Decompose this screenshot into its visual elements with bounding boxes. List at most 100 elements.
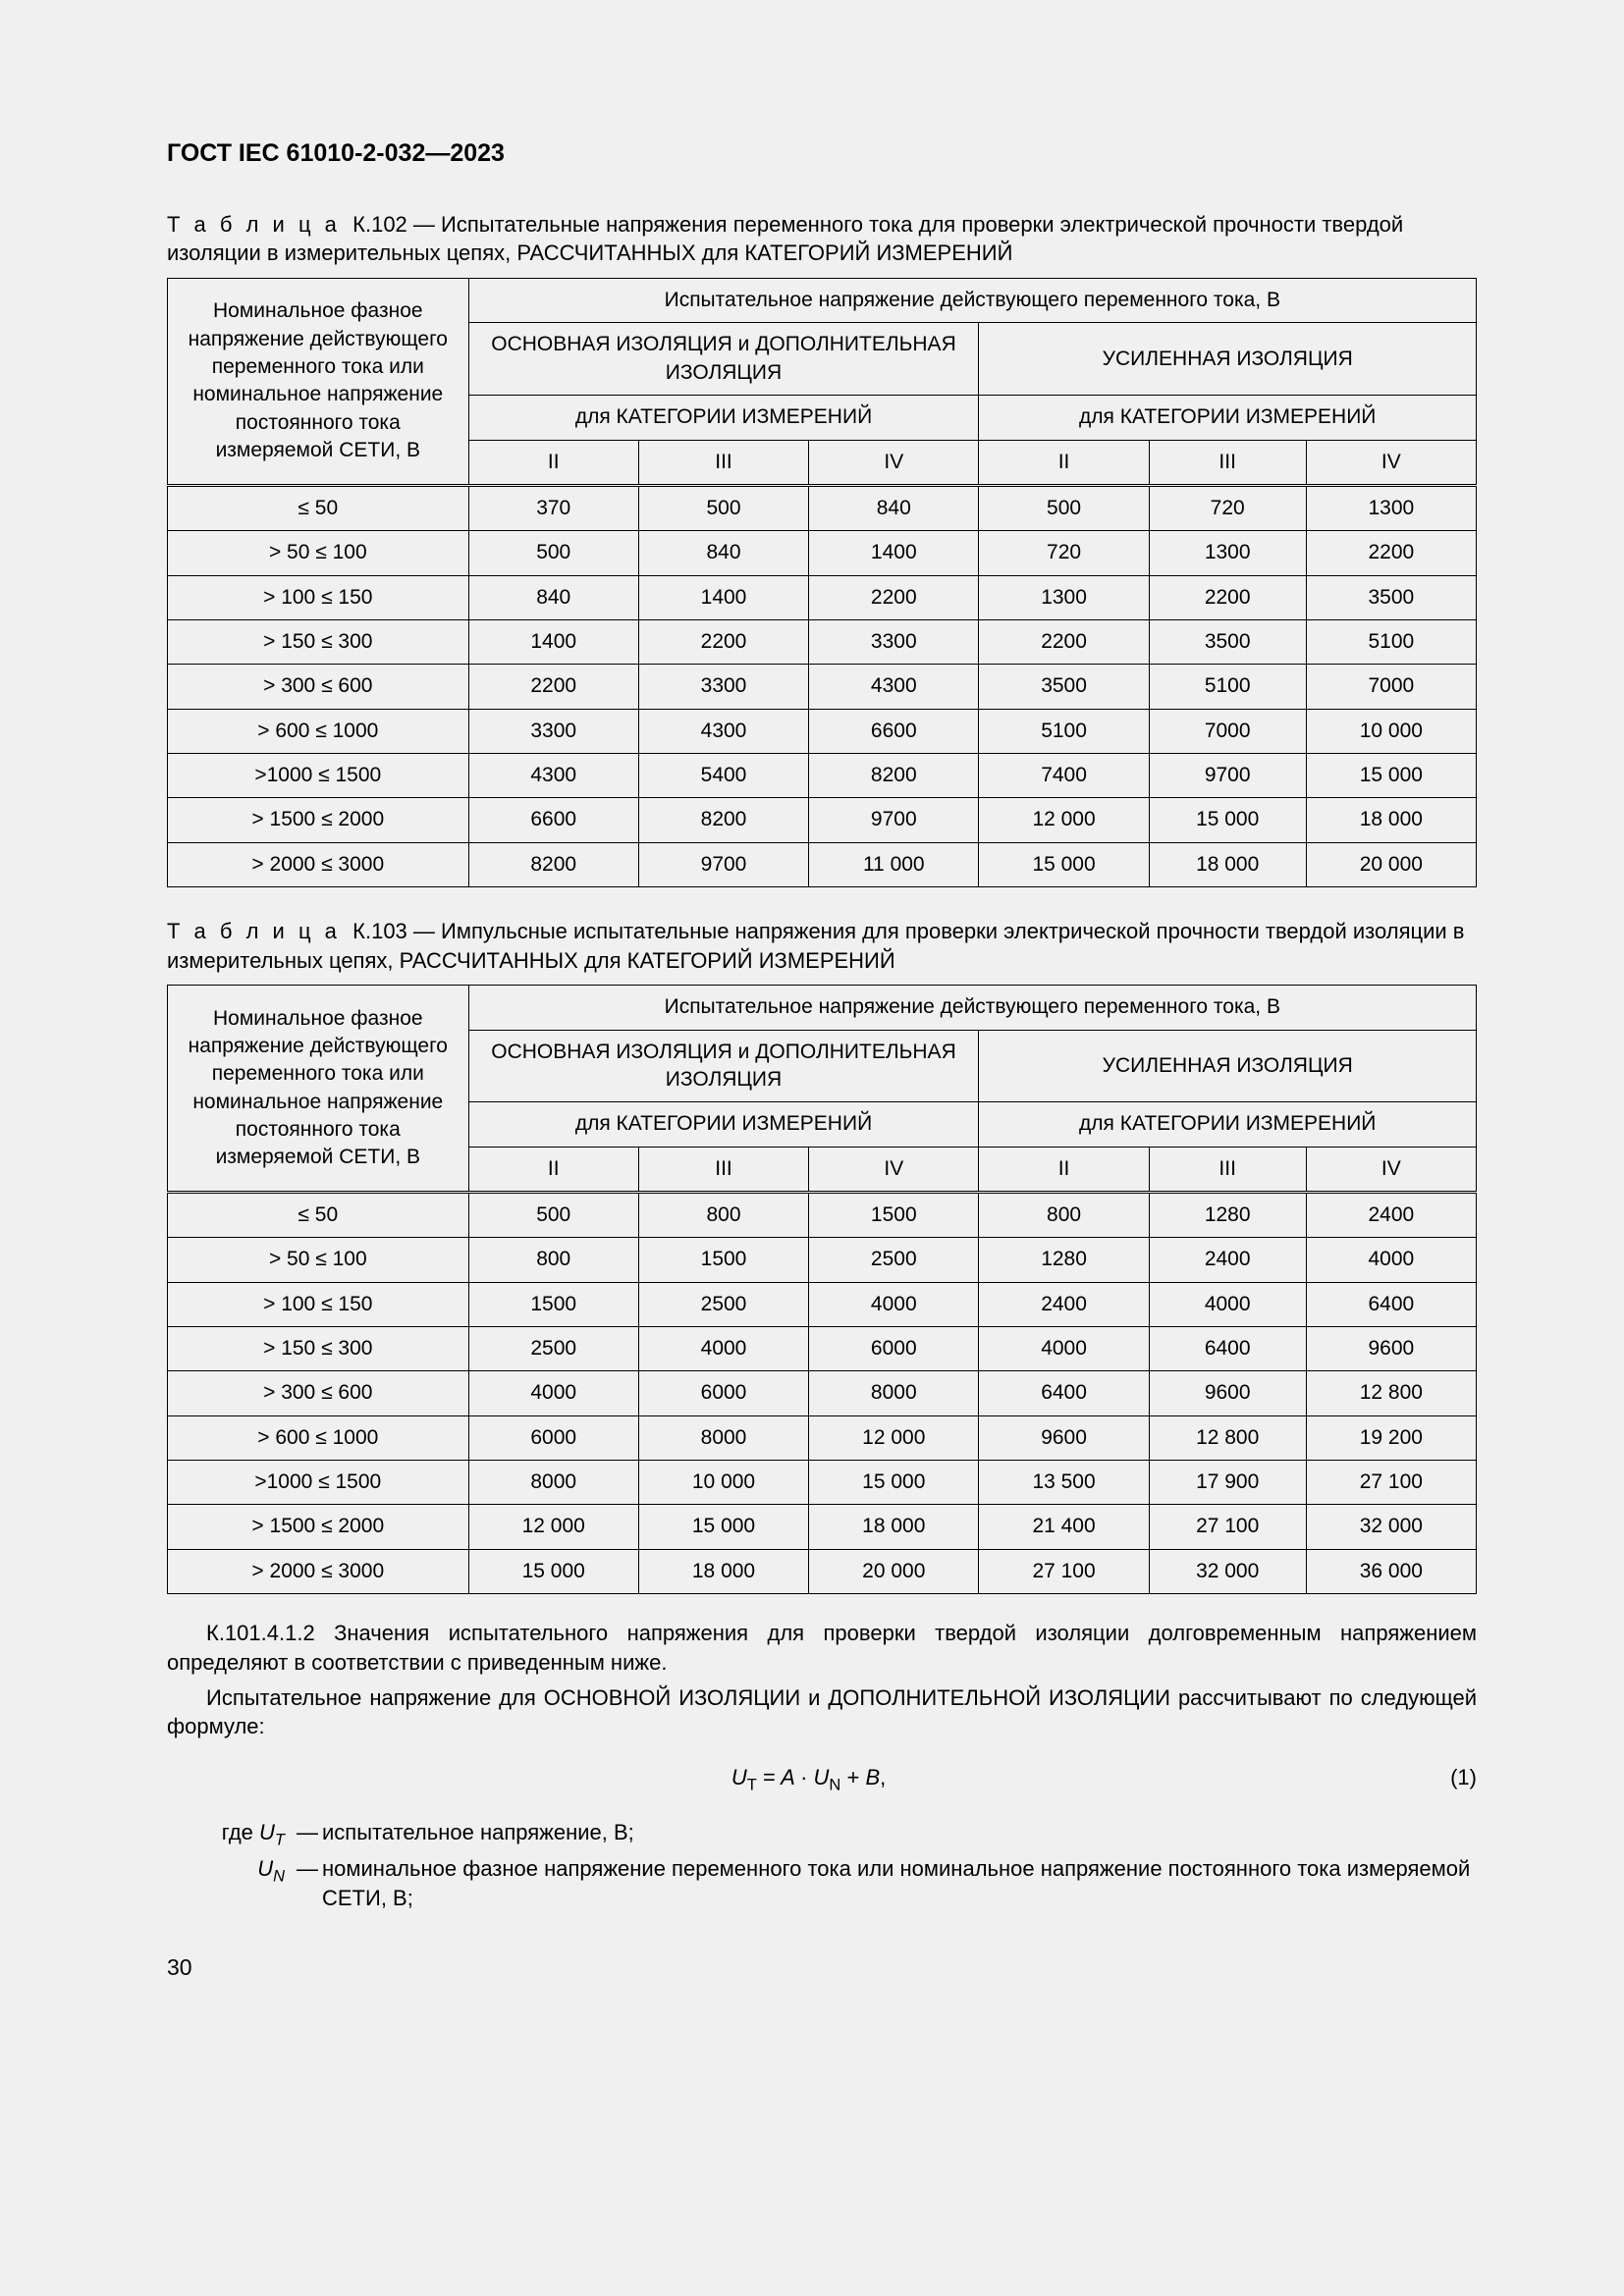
value-cell: 1280 bbox=[979, 1238, 1149, 1282]
value-cell: 1400 bbox=[468, 619, 638, 664]
value-cell: 2200 bbox=[979, 619, 1149, 664]
top-header: Испытательное напряжение действующего пе… bbox=[468, 986, 1476, 1030]
value-cell: 2500 bbox=[809, 1238, 979, 1282]
value-cell: 2200 bbox=[809, 575, 979, 619]
value-cell: 12 000 bbox=[979, 798, 1149, 842]
value-cell: 4000 bbox=[468, 1371, 638, 1415]
page: ГОСТ IEC 61010-2-032—2023 Т а б л и ц а … bbox=[0, 0, 1624, 2296]
value-cell: 1300 bbox=[1306, 485, 1476, 530]
category-header: III bbox=[638, 440, 808, 485]
value-cell: 8000 bbox=[809, 1371, 979, 1415]
value-cell: 20 000 bbox=[1306, 842, 1476, 886]
table-row: ≤ 503705008405007201300 bbox=[168, 485, 1477, 530]
value-cell: 18 000 bbox=[1149, 842, 1306, 886]
value-cell: 2400 bbox=[1306, 1193, 1476, 1238]
value-cell: 2500 bbox=[468, 1327, 638, 1371]
value-cell: 12 800 bbox=[1306, 1371, 1476, 1415]
value-cell: 5100 bbox=[979, 709, 1149, 753]
value-cell: 19 200 bbox=[1306, 1415, 1476, 1460]
value-cell: 720 bbox=[1149, 485, 1306, 530]
category-header: II bbox=[979, 1147, 1149, 1192]
category-header: II bbox=[979, 440, 1149, 485]
category-header: II bbox=[468, 440, 638, 485]
value-cell: 7000 bbox=[1306, 665, 1476, 709]
value-cell: 8000 bbox=[638, 1415, 808, 1460]
value-cell: 6400 bbox=[1306, 1282, 1476, 1326]
value-cell: 13 500 bbox=[979, 1461, 1149, 1505]
table-row: > 1500 ≤ 200066008200970012 00015 00018 … bbox=[168, 798, 1477, 842]
table-row: ≤ 50500800150080012802400 bbox=[168, 1193, 1477, 1238]
table-row: > 50 ≤ 10080015002500128024004000 bbox=[168, 1238, 1477, 1282]
value-cell: 11 000 bbox=[809, 842, 979, 886]
value-cell: 4000 bbox=[1149, 1282, 1306, 1326]
category-header: IV bbox=[809, 440, 979, 485]
value-cell: 27 100 bbox=[979, 1549, 1149, 1593]
group-reinforced: УСИЛЕННАЯ ИЗОЛЯЦИЯ bbox=[979, 323, 1477, 396]
group-basic: ОСНОВНАЯ ИЗОЛЯЦИЯ и ДОПОЛНИТЕЛЬНАЯ ИЗОЛЯ… bbox=[468, 323, 979, 396]
table-row: > 50 ≤ 100500840140072013002200 bbox=[168, 531, 1477, 575]
definitions: где UT — испытательное напряжение, В; UN… bbox=[167, 1818, 1477, 1913]
value-cell: 4000 bbox=[638, 1327, 808, 1371]
value-cell: 3500 bbox=[979, 665, 1149, 709]
table-row: > 150 ≤ 300250040006000400064009600 bbox=[168, 1327, 1477, 1371]
value-cell: 2400 bbox=[1149, 1238, 1306, 1282]
def-1: испытательное напряжение, В; bbox=[322, 1818, 1477, 1851]
range-cell: > 150 ≤ 300 bbox=[168, 619, 469, 664]
range-cell: > 1500 ≤ 2000 bbox=[168, 798, 469, 842]
formula-row: UT = A · UN + B, (1) bbox=[167, 1763, 1477, 1796]
range-cell: > 600 ≤ 1000 bbox=[168, 709, 469, 753]
value-cell: 840 bbox=[638, 531, 808, 575]
value-cell: 32 000 bbox=[1306, 1505, 1476, 1549]
range-cell: > 150 ≤ 300 bbox=[168, 1327, 469, 1371]
value-cell: 27 100 bbox=[1306, 1461, 1476, 1505]
value-cell: 500 bbox=[979, 485, 1149, 530]
equation-number: (1) bbox=[1450, 1763, 1477, 1796]
value-cell: 2400 bbox=[979, 1282, 1149, 1326]
table-row: > 600 ≤ 10006000800012 000960012 80019 2… bbox=[168, 1415, 1477, 1460]
value-cell: 7000 bbox=[1149, 709, 1306, 753]
value-cell: 15 000 bbox=[1149, 798, 1306, 842]
value-cell: 800 bbox=[468, 1238, 638, 1282]
value-cell: 1300 bbox=[979, 575, 1149, 619]
value-cell: 720 bbox=[979, 531, 1149, 575]
row-header: Номинальное фазное напряжение действующе… bbox=[168, 986, 469, 1193]
table-row: > 300 ≤ 6004000600080006400960012 800 bbox=[168, 1371, 1477, 1415]
value-cell: 3500 bbox=[1306, 575, 1476, 619]
range-cell: ≤ 50 bbox=[168, 1193, 469, 1238]
value-cell: 1400 bbox=[809, 531, 979, 575]
value-cell: 12 800 bbox=[1149, 1415, 1306, 1460]
value-cell: 9600 bbox=[979, 1415, 1149, 1460]
value-cell: 17 900 bbox=[1149, 1461, 1306, 1505]
value-cell: 3300 bbox=[468, 709, 638, 753]
value-cell: 4000 bbox=[809, 1282, 979, 1326]
value-cell: 2200 bbox=[1149, 575, 1306, 619]
value-cell: 32 000 bbox=[1149, 1549, 1306, 1593]
value-cell: 27 100 bbox=[1149, 1505, 1306, 1549]
category-header: III bbox=[1149, 440, 1306, 485]
table-103: Номинальное фазное напряжение действующе… bbox=[167, 985, 1477, 1594]
formula: UT = A · UN + B, bbox=[167, 1763, 1450, 1796]
table-row: >1000 ≤ 1500800010 00015 00013 50017 900… bbox=[168, 1461, 1477, 1505]
def-where: где UT bbox=[167, 1818, 293, 1851]
value-cell: 8000 bbox=[468, 1461, 638, 1505]
subheader-1: для КАТЕГОРИИ ИЗМЕРЕНИЙ bbox=[468, 1102, 979, 1147]
value-cell: 18 000 bbox=[809, 1505, 979, 1549]
subheader-2: для КАТЕГОРИИ ИЗМЕРЕНИЙ bbox=[979, 1102, 1477, 1147]
value-cell: 21 400 bbox=[979, 1505, 1149, 1549]
table-row: > 100 ≤ 150150025004000240040006400 bbox=[168, 1282, 1477, 1326]
value-cell: 1500 bbox=[468, 1282, 638, 1326]
value-cell: 5100 bbox=[1149, 665, 1306, 709]
value-cell: 9700 bbox=[638, 842, 808, 886]
value-cell: 3300 bbox=[638, 665, 808, 709]
value-cell: 4000 bbox=[1306, 1238, 1476, 1282]
range-cell: > 50 ≤ 100 bbox=[168, 1238, 469, 1282]
page-number: 30 bbox=[167, 1952, 1477, 1983]
table-102-caption: Т а б л и ц а К.102 — Испытательные напр… bbox=[167, 210, 1477, 268]
table-row: > 150 ≤ 300140022003300220035005100 bbox=[168, 619, 1477, 664]
value-cell: 9700 bbox=[809, 798, 979, 842]
value-cell: 840 bbox=[809, 485, 979, 530]
value-cell: 15 000 bbox=[979, 842, 1149, 886]
value-cell: 1300 bbox=[1149, 531, 1306, 575]
range-cell: > 300 ≤ 600 bbox=[168, 665, 469, 709]
value-cell: 15 000 bbox=[638, 1505, 808, 1549]
